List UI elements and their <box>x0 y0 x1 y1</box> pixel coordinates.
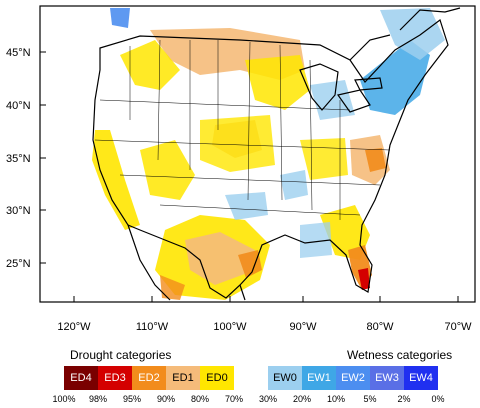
drought-legend-title: Drought categories <box>70 348 172 362</box>
legend-box-ed0: ED0 <box>200 366 234 390</box>
wet-patch-south-central <box>280 170 308 200</box>
lon-label-90w: 90°W <box>289 321 317 333</box>
drought-patch-kansas <box>200 115 275 172</box>
percentile-label: 90% <box>156 394 176 404</box>
drought-patch-southwest <box>140 140 195 200</box>
great-lakes-outline <box>299 63 383 113</box>
lon-label-100w: 100°W <box>213 321 247 333</box>
lon-label-70w: 70°W <box>444 321 472 333</box>
percentile-label: 95% <box>122 394 142 404</box>
lat-label-25n: 25°N <box>6 258 31 270</box>
state-lines <box>94 39 391 220</box>
percentile-label: 100% <box>52 394 76 404</box>
legend-box-ew2: EW2 <box>336 366 370 390</box>
legend-box-ew0: EW0 <box>268 366 302 390</box>
legend-box-ed4: ED4 <box>64 366 98 390</box>
drought-patch-florida-tip <box>358 268 370 290</box>
percentile-label: 5% <box>363 394 377 404</box>
latitude-axis: 45°N 40°N 35°N 30°N 25°N <box>6 47 46 270</box>
drought-patch-ohio-valley <box>300 138 348 180</box>
lat-label-40n: 40°N <box>6 100 31 112</box>
percentile-label: 2% <box>397 394 411 404</box>
wet-patch-gulf <box>225 192 268 220</box>
drought-patch-northwest <box>120 40 180 90</box>
legend-box-ed2: ED2 <box>132 366 166 390</box>
percentile-label: 80% <box>190 394 210 404</box>
legend-box-ew4: EW4 <box>404 366 438 390</box>
us-border-outline <box>92 19 449 299</box>
legend-box-ew3: EW3 <box>370 366 404 390</box>
percentile-labels: 100% 98% 95% 90% 80% 70% 30% 20% 10% 5% 2% 0% <box>0 394 480 408</box>
wet-patch-northeast <box>360 40 430 115</box>
drought-patch-southeast <box>320 205 370 260</box>
lon-label-120w: 120°W <box>57 321 91 333</box>
percentile-label: 70% <box>224 394 244 404</box>
percentile-label: 20% <box>292 394 312 404</box>
drought-patch-texas-coast <box>238 250 262 278</box>
legend-box-ew1: EW1 <box>302 366 336 390</box>
drought-patch-california <box>92 130 140 230</box>
percentile-label: 10% <box>326 394 346 404</box>
drought-patch-texas-core <box>185 232 255 285</box>
lat-label-35n: 35°N <box>6 153 31 165</box>
lon-label-110w: 110°W <box>136 321 169 333</box>
wet-patch-southeast <box>300 222 332 258</box>
mexico-coast <box>127 224 246 301</box>
wet-patch-northwest-corner <box>110 8 130 28</box>
wet-patch-new-england <box>380 8 445 60</box>
canada-coast <box>349 7 461 61</box>
coastline-outlines <box>92 7 461 301</box>
anomaly-patches <box>92 8 445 300</box>
longitude-axis: 120°W 110°W 100°W 90°W 80°W 70°W <box>57 296 472 333</box>
wetness-legend-title: Wetness categories <box>347 348 453 362</box>
category-legend-bar: ED4 ED3 ED2 ED1 ED0 EW0 EW1 EW2 EW3 EW4 <box>64 366 438 390</box>
drought-patch-upper-midwest <box>245 55 310 110</box>
legend-box-ed1: ED1 <box>166 366 200 390</box>
legend-box-ed3: ED3 <box>98 366 132 390</box>
lat-label-45n: 45°N <box>6 47 31 59</box>
drought-patch-mexico <box>160 275 185 300</box>
drought-patch-virginia <box>365 148 386 172</box>
lon-label-80w: 80°W <box>366 321 394 333</box>
map-frame <box>39 5 476 303</box>
percentile-label: 0% <box>431 394 445 404</box>
wet-patch-great-lakes <box>310 80 355 120</box>
percentile-label: 98% <box>88 394 108 404</box>
percentile-label: 30% <box>258 394 278 404</box>
legend-box-neutral <box>234 366 268 390</box>
lat-label-30n: 30°N <box>6 205 31 217</box>
